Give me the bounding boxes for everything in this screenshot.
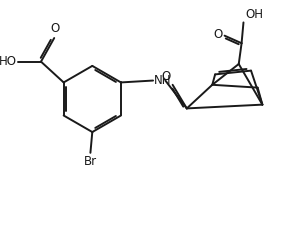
Text: OH: OH [245,8,263,20]
Text: Br: Br [84,155,97,168]
Text: O: O [213,28,223,41]
Text: O: O [51,22,60,35]
Text: O: O [161,70,171,83]
Text: NH: NH [154,74,171,87]
Text: HO: HO [0,55,17,68]
